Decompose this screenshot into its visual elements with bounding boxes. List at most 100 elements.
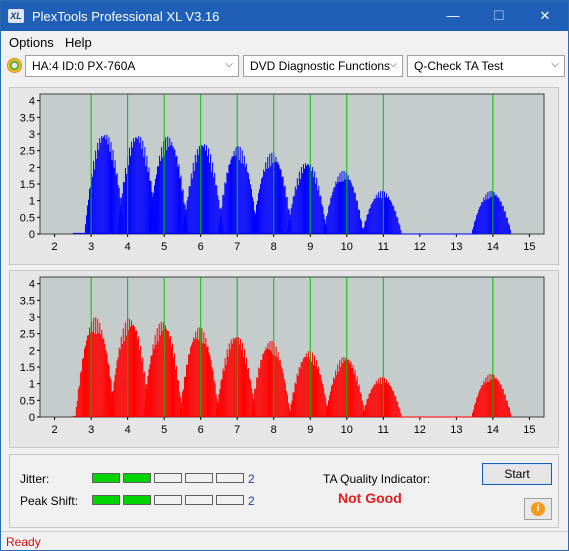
data-bar [379, 190, 381, 234]
data-bar [261, 178, 263, 234]
y-tick-label: 3 [29, 312, 35, 324]
data-bar [303, 168, 305, 234]
data-bar [384, 382, 386, 417]
data-bar [494, 378, 496, 417]
data-bar [373, 384, 375, 417]
data-bar [474, 221, 476, 234]
data-bar [296, 373, 298, 417]
data-bar [283, 186, 285, 234]
data-bar [286, 196, 288, 234]
data-bar [214, 172, 216, 234]
data-bar [395, 396, 397, 417]
data-bar [343, 356, 345, 417]
data-bar [127, 330, 129, 417]
x-tick-label: 4 [125, 241, 131, 253]
data-bar [80, 371, 82, 417]
data-bar [357, 209, 359, 234]
test-select[interactable]: Q-Check TA Test ⌵ [407, 55, 565, 77]
data-bar [333, 377, 335, 417]
x-tick-label: 4 [125, 424, 131, 436]
data-bar [388, 382, 390, 417]
data-bar [356, 376, 358, 417]
data-bar [393, 206, 395, 234]
start-button[interactable]: Start [482, 463, 552, 485]
data-bar [114, 160, 116, 234]
data-bar [155, 174, 157, 234]
data-bar [260, 183, 262, 234]
data-bar [500, 201, 502, 234]
data-bar [123, 182, 125, 234]
y-tick-label: 2 [29, 162, 35, 174]
data-bar [101, 135, 103, 234]
data-bar [136, 330, 138, 417]
data-bar [278, 164, 280, 234]
peak-shift-meter-segment [92, 495, 120, 505]
data-bar [369, 208, 371, 234]
data-bar [237, 146, 239, 234]
data-bar [103, 338, 105, 417]
data-bar [294, 186, 296, 234]
data-bar [150, 208, 152, 234]
data-bar [95, 317, 97, 417]
data-bar [375, 194, 377, 234]
data-bar [138, 336, 140, 417]
data-bar [361, 227, 363, 234]
data-bar [263, 352, 265, 417]
data-bar [140, 345, 142, 417]
data-bar [199, 327, 201, 417]
data-bar [129, 326, 131, 417]
data-bar [241, 150, 243, 234]
minimize-button[interactable]: — [446, 8, 460, 23]
data-bar [113, 167, 115, 234]
maximize-button[interactable]: ☐ [493, 8, 505, 23]
data-bar [186, 200, 188, 234]
data-bar [79, 372, 81, 417]
data-bar [388, 196, 390, 234]
data-bar [208, 352, 210, 417]
data-bar [244, 166, 246, 234]
x-tick-label: 12 [414, 241, 426, 253]
data-bar [93, 160, 95, 234]
data-bar [136, 137, 138, 234]
data-bar [304, 356, 306, 417]
data-bar [180, 397, 182, 417]
function-select[interactable]: DVD Diagnostic Functions ⌵ [243, 55, 403, 77]
data-bar [152, 344, 154, 417]
data-bar [317, 190, 319, 234]
data-bar [188, 354, 190, 417]
data-bar [163, 141, 165, 234]
data-bar [264, 350, 266, 417]
data-bar [194, 339, 196, 417]
data-bar [366, 399, 368, 417]
data-bar [358, 384, 360, 417]
close-button[interactable]: ✕ [539, 8, 551, 23]
data-bar [323, 387, 325, 417]
info-button[interactable]: i [524, 498, 552, 520]
data-bar [350, 361, 352, 417]
title-bar[interactable]: XL PlexTools Professional XL V3.16 — ☐ ✕ [1, 1, 568, 31]
x-tick-label: 8 [271, 424, 277, 436]
menu-options[interactable]: Options [9, 35, 54, 50]
data-bar [221, 207, 223, 234]
data-bar [329, 395, 331, 417]
data-bar [233, 339, 235, 417]
menu-help[interactable]: Help [65, 35, 92, 50]
data-bar [398, 407, 400, 417]
drive-select[interactable]: HA:4 ID:0 PX-760A ⌵ [25, 55, 239, 77]
x-tick-label: 3 [88, 241, 94, 253]
y-tick-label: 2.5 [20, 329, 35, 341]
data-bar [366, 214, 368, 234]
data-bar [309, 167, 311, 234]
info-icon: i [531, 502, 545, 516]
data-bar [332, 191, 334, 234]
data-bar [381, 377, 383, 417]
data-bar [353, 373, 355, 417]
data-bar [235, 337, 237, 417]
data-bar [495, 194, 497, 234]
data-bar [121, 193, 123, 234]
data-bar [497, 197, 499, 234]
data-bar [396, 401, 398, 417]
data-bar [386, 193, 388, 234]
data-bar [276, 357, 278, 417]
disc-drive-icon [7, 58, 22, 73]
